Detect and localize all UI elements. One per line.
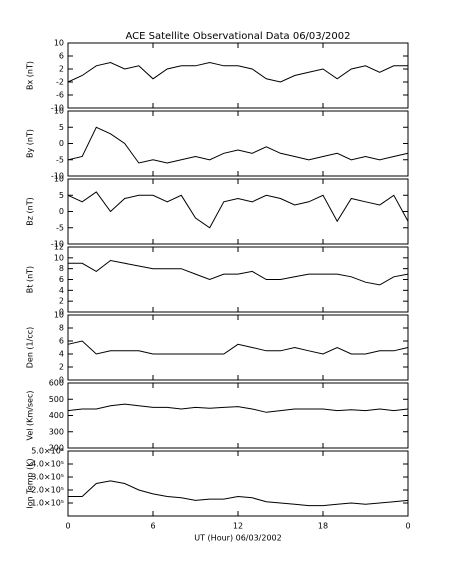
data-line — [68, 259, 409, 286]
x-tick-label: 12 — [233, 522, 243, 531]
y-tick-label: 5 — [59, 191, 64, 200]
y-tick-label: 5 — [59, 123, 64, 132]
y-tick-label: -6 — [56, 91, 64, 100]
y-tick-label: 600 — [49, 379, 64, 388]
y-tick-label: 2 — [59, 65, 64, 74]
panel-frame — [67, 42, 409, 109]
y-tick-label: 6 — [59, 52, 64, 61]
panel-frame — [67, 314, 409, 381]
y-tick-label: 8 — [59, 324, 64, 333]
y-tick-label: -5 — [56, 155, 64, 164]
data-line — [67, 126, 409, 164]
y-tick-label: 4 — [59, 350, 64, 359]
y-tick-label: 0 — [59, 139, 64, 148]
panel-frame — [67, 450, 409, 517]
y-tick-label: 6 — [59, 337, 64, 346]
x-tick-label: 0 — [405, 522, 410, 531]
y-tick-label: 300 — [49, 427, 64, 436]
x-tick-label: 6 — [150, 522, 155, 531]
y-tick-label: 200 — [49, 444, 64, 453]
y-axis-label: Bt (nT) — [26, 266, 35, 293]
y-tick-label: 10 — [54, 107, 64, 116]
y-tick-label: 2 — [59, 297, 64, 306]
y-tick-label: 10 — [54, 311, 64, 320]
y-axis-label: Ion Temp (K) — [26, 458, 35, 508]
y-tick-label: 12 — [54, 243, 64, 252]
y-axis-label: By (nT) — [26, 129, 35, 158]
x-axis-label: UT (Hour) 06/03/2002 — [194, 534, 281, 543]
y-tick-label: 5.0×10⁵ — [31, 447, 64, 456]
y-axis-label: Den (1/cc) — [26, 327, 35, 369]
data-line — [67, 340, 409, 355]
y-tick-label: 400 — [49, 411, 64, 420]
y-tick-label: 4 — [59, 286, 64, 295]
y-tick-label: -10 — [51, 104, 64, 113]
y-tick-label: 2.0×10⁵ — [31, 486, 64, 495]
y-tick-label: 500 — [49, 395, 64, 404]
y-tick-label: 0 — [59, 308, 64, 317]
y-axis-label: Bx (nT) — [26, 61, 35, 90]
y-tick-label: 1.0×10⁵ — [31, 499, 64, 508]
x-tick-label: 18 — [318, 522, 328, 531]
data-line — [67, 61, 408, 83]
panel-frame — [67, 382, 409, 449]
y-tick-label: 8 — [59, 264, 64, 273]
y-tick-label: -10 — [51, 240, 64, 249]
y-tick-label: 0 — [59, 376, 64, 385]
chart-title: ACE Satellite Observational Data 06/03/2… — [126, 31, 351, 42]
data-line — [67, 403, 409, 413]
y-tick-label: -10 — [51, 172, 64, 181]
data-line — [68, 480, 409, 507]
y-tick-label: 0 — [59, 207, 64, 216]
y-tick-label: 2 — [59, 363, 64, 372]
data-line — [67, 191, 409, 229]
y-tick-label: -5 — [56, 223, 64, 232]
y-tick-label: -2 — [56, 78, 64, 87]
panel-frame — [67, 178, 409, 245]
y-tick-label: 10 — [54, 175, 64, 184]
y-tick-label: 10 — [54, 253, 64, 262]
x-tick-label: 0 — [65, 522, 70, 531]
panel-frame — [67, 110, 409, 177]
y-tick-label: 6 — [59, 275, 64, 284]
y-axis-label: Vel (Km/sec) — [26, 390, 35, 440]
y-tick-label: 3.0×10⁵ — [31, 473, 64, 482]
y-tick-label: 4.0×10⁵ — [31, 460, 64, 469]
y-tick-label: 10 — [54, 39, 64, 48]
y-axis-label: Bz (nT) — [26, 197, 35, 225]
